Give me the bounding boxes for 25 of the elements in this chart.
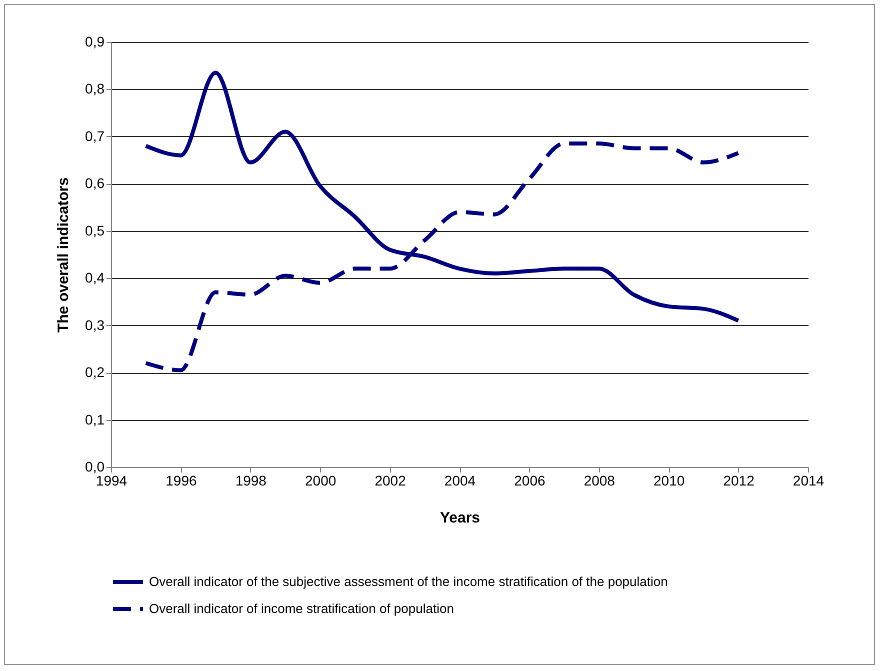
x-tick-label: 1996 xyxy=(166,472,197,488)
legend-label: Overall indicator of income stratification of population xyxy=(149,601,454,616)
y-tick-label: 0,8 xyxy=(85,80,105,97)
x-tick-label: 1998 xyxy=(235,472,267,488)
x-tick-label: 1994 xyxy=(96,472,128,488)
x-tick-label: 2008 xyxy=(584,472,616,488)
y-tick-label: 0,5 xyxy=(85,222,105,238)
x-tick-label: 2014 xyxy=(792,472,824,488)
x-axis-title: Years xyxy=(440,510,480,526)
x-tick-label: 2006 xyxy=(514,472,546,488)
x-tick-label: 2002 xyxy=(374,472,406,488)
y-axis-title: The overall indicators xyxy=(55,177,72,333)
y-tick-label: 0,2 xyxy=(85,364,105,380)
y-tick-label: 0,0 xyxy=(85,458,105,474)
legend-label: Overall indicator of the subjective assessment of the income stratification of the population xyxy=(149,574,668,589)
y-tick-label: 0,6 xyxy=(85,175,105,192)
y-tick-label: 0,1 xyxy=(85,411,105,428)
x-tick-label: 2010 xyxy=(654,472,685,488)
y-tick-label: 0,3 xyxy=(85,316,105,333)
y-tick-label: 0,4 xyxy=(85,270,105,286)
x-tick-label: 2004 xyxy=(444,472,476,488)
y-tick-label: 0,7 xyxy=(85,128,105,144)
x-tick-label: 2000 xyxy=(305,472,336,488)
x-tick-label: 2012 xyxy=(723,472,755,488)
y-tick-label: 0,9 xyxy=(85,34,105,50)
